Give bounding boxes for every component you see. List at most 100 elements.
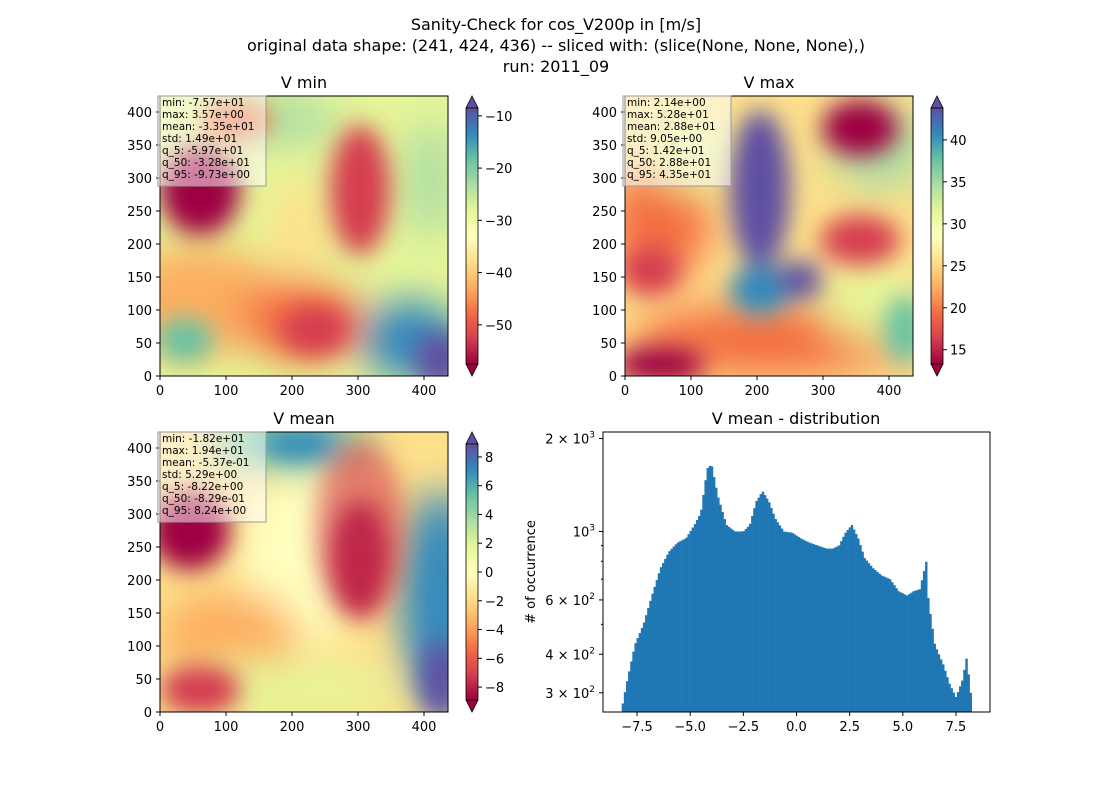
histogram-bar xyxy=(931,628,934,712)
histogram-bar xyxy=(863,558,866,712)
histogram-bar xyxy=(683,539,686,712)
stats-box: min: -1.82e+01 max: 1.94e+01 mean: -5.37… xyxy=(157,431,267,523)
stat-line: std: 1.49e+01 xyxy=(162,133,237,145)
histogram-bar xyxy=(782,531,786,712)
histogram-bar xyxy=(840,541,843,712)
colorbar-tick-label: 30 xyxy=(950,218,967,233)
x-ticks: 0 100 200 300 400 xyxy=(621,376,901,399)
stat-line: q_95: 4.35e+01 xyxy=(627,169,711,181)
histogram-bar xyxy=(816,545,820,712)
y-tick-label: 400 xyxy=(127,442,152,457)
panel-title: V max xyxy=(744,73,795,92)
histogram-bar xyxy=(961,680,964,712)
histogram-bar xyxy=(861,551,864,712)
stat-line: min: -7.57e+01 xyxy=(162,97,244,109)
histogram-bars xyxy=(621,465,973,712)
histogram-bar xyxy=(715,487,718,712)
y-tick-label: 0 xyxy=(144,370,152,385)
histogram-bar xyxy=(958,686,962,712)
y-tick-label: 350 xyxy=(127,475,152,490)
histogram-bar xyxy=(774,519,777,712)
histogram-bar xyxy=(865,560,869,712)
histogram-bar xyxy=(850,525,854,712)
histogram-bar xyxy=(621,703,625,712)
colorbar-tick-label: 20 xyxy=(950,302,967,317)
histogram-bar xyxy=(717,497,720,712)
colorbar-tick-label: 2 xyxy=(485,537,493,552)
x-tick-label: 200 xyxy=(745,384,770,399)
histogram-bar xyxy=(802,539,805,712)
x-tick-label: 300 xyxy=(346,384,371,399)
histogram-bar xyxy=(708,465,712,712)
stat-line: mean: 2.88e+01 xyxy=(627,121,716,133)
colorbar-tick-label: −20 xyxy=(485,162,512,177)
histogram-bar xyxy=(653,586,656,712)
histogram-bar xyxy=(869,565,873,712)
histogram-bar xyxy=(838,545,841,712)
x-tick-label: 100 xyxy=(679,384,704,399)
histogram-bar xyxy=(859,545,862,712)
stat-line: q_5: 1.42e+01 xyxy=(627,145,704,157)
stats-box: min: -7.57e+01 max: 3.57e+00 mean: -3.35… xyxy=(157,95,267,187)
histogram-bar xyxy=(625,681,629,712)
histogram-bar xyxy=(693,524,697,712)
histogram-bar xyxy=(664,558,667,712)
histogram-bar xyxy=(842,536,845,712)
histogram-bar xyxy=(899,592,903,712)
histogram-bar xyxy=(719,504,722,712)
y-tick-label: 4 × 102 xyxy=(545,646,595,663)
y-tick-label: 400 xyxy=(127,106,152,121)
stat-line: q_95: -9.73e+00 xyxy=(162,169,250,181)
histogram-bar xyxy=(706,468,709,712)
histogram-bar xyxy=(751,515,754,712)
colorbar-tick-label: −40 xyxy=(485,267,512,282)
y-tick-label: 150 xyxy=(127,607,152,622)
x-ticks: 0 100 200 300 400 xyxy=(156,376,437,399)
stat-line: q_95: 8.24e+00 xyxy=(162,505,246,517)
histogram-bar xyxy=(886,578,890,712)
x-tick-label: 0 xyxy=(156,384,164,399)
histogram-bar xyxy=(666,554,669,712)
stat-line: mean: -3.35e+01 xyxy=(162,121,254,133)
stat-line: min: -1.82e+01 xyxy=(162,433,244,445)
histogram-bar xyxy=(818,546,822,712)
histogram-bar xyxy=(797,537,801,712)
histogram-bar xyxy=(689,530,693,712)
colorbar-tick-label: 4 xyxy=(485,508,493,523)
suptitle-line-1: Sanity-Check for cos_V200p in [m/s] xyxy=(411,15,701,35)
histogram-bar xyxy=(799,538,803,712)
x-tick-label: 100 xyxy=(214,720,239,735)
y-tick-label: 50 xyxy=(600,337,617,352)
histogram-bar xyxy=(768,502,771,712)
histogram-bar xyxy=(628,671,631,712)
histogram-bar xyxy=(753,508,756,712)
y-tick-label: 100 xyxy=(127,640,152,655)
histogram-bar xyxy=(636,638,639,712)
colorbar-tick-label: 0 xyxy=(485,566,493,581)
histogram-bar xyxy=(925,561,928,712)
histogram-bar xyxy=(630,661,633,712)
y-tick-label: 200 xyxy=(592,238,617,253)
x-tick-label: 400 xyxy=(412,384,437,399)
histogram-bar xyxy=(748,523,752,712)
histogram-bar xyxy=(638,633,642,712)
stat-line: q_50: 2.88e+01 xyxy=(627,157,711,169)
histogram-bar xyxy=(647,607,650,712)
x-tick-label: 0 xyxy=(156,720,164,735)
x-ticks: −7.5 −5.0 −2.5 0.0 2.5 5.0 7.5 xyxy=(621,712,966,735)
histogram-bar xyxy=(920,580,924,712)
histogram-bar xyxy=(634,643,637,712)
histogram-bar xyxy=(746,526,750,712)
histogram-bar xyxy=(893,585,896,712)
histogram-bar xyxy=(846,530,849,712)
histogram-bar xyxy=(942,664,945,712)
y-tick-label: 250 xyxy=(127,205,152,220)
panel-v-max: V max xyxy=(592,73,966,399)
colorbar-tick-label: 6 xyxy=(485,480,493,495)
colorbar-tick-label: −2 xyxy=(485,595,504,610)
x-tick-label: −2.5 xyxy=(728,720,760,735)
histogram-bar xyxy=(698,515,701,712)
colorbar-tick-label: 35 xyxy=(950,176,967,191)
histogram-bar xyxy=(929,614,932,712)
y-tick-label: 300 xyxy=(127,172,152,187)
